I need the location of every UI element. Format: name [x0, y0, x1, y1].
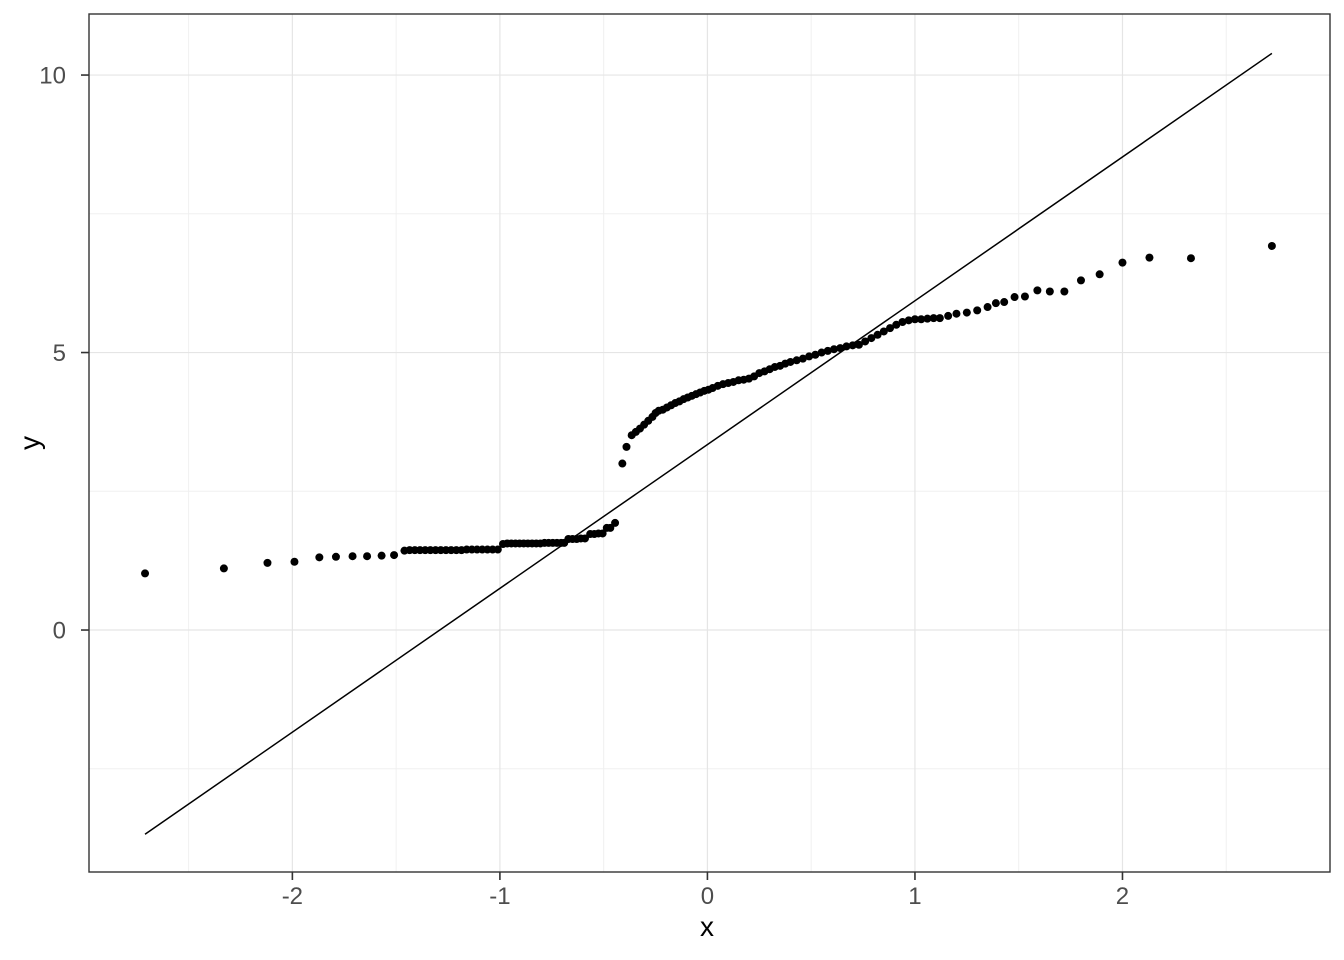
qq-point — [973, 306, 982, 315]
reference-line — [144, 52, 1273, 835]
qq-point — [331, 552, 340, 561]
x-axis-tick-label: 1 — [908, 883, 921, 910]
qq-point — [390, 551, 399, 560]
x-axis-tick-label: 2 — [1116, 883, 1129, 910]
qq-point — [842, 342, 851, 351]
qq-point — [263, 558, 272, 567]
qq-point — [830, 345, 839, 354]
qq-point — [1010, 293, 1019, 302]
qq-point — [598, 529, 607, 538]
qq-point — [923, 314, 932, 323]
qq-point — [1060, 287, 1069, 296]
qq-point — [786, 357, 795, 366]
qq-point — [792, 356, 801, 365]
qq-point — [1033, 286, 1042, 295]
qq-point — [1095, 270, 1104, 279]
qq-point — [141, 569, 150, 578]
qq-point — [1186, 254, 1195, 263]
qq-point — [493, 545, 502, 554]
y-axis-tick-label: 5 — [53, 340, 66, 367]
qq-point — [854, 340, 863, 349]
x-axis-title: x — [700, 911, 714, 942]
qq-point — [935, 314, 944, 323]
qq-point — [910, 315, 919, 324]
qq-point — [886, 324, 895, 333]
qq-point — [904, 316, 913, 325]
qq-point — [836, 344, 845, 353]
qq-point — [817, 348, 826, 357]
qq-point — [823, 346, 832, 355]
qq-point — [611, 518, 620, 527]
qq-point — [348, 552, 357, 561]
y-axis-title: y — [14, 436, 45, 450]
panel-border — [88, 13, 1331, 873]
qq-point — [1076, 276, 1085, 285]
qq-point — [1118, 258, 1127, 267]
qq-point — [892, 320, 901, 329]
qq-point — [898, 318, 907, 327]
qq-point — [1267, 241, 1276, 250]
qq-point — [315, 553, 324, 562]
qq-point — [861, 337, 870, 346]
qq-point — [929, 314, 938, 323]
qq-point — [1000, 298, 1009, 307]
x-axis-tick-label: 0 — [701, 883, 714, 910]
qq-point — [805, 352, 814, 361]
qq-point — [219, 564, 228, 573]
qq-point — [622, 442, 631, 451]
qq-point — [1045, 287, 1054, 296]
qq-point — [944, 311, 953, 320]
qq-point — [363, 552, 372, 561]
qq-point — [798, 354, 807, 363]
qq-point — [952, 309, 961, 318]
qq-point — [290, 557, 299, 566]
qq-point — [618, 459, 627, 468]
qq-point — [377, 551, 386, 560]
qq-point — [606, 523, 615, 532]
qq-point — [917, 315, 926, 324]
x-axis-tick-label: -2 — [282, 883, 303, 910]
x-axis-tick-label: -1 — [489, 883, 510, 910]
qq-point — [879, 327, 888, 336]
qq-point — [1020, 292, 1029, 301]
qq-point — [962, 308, 971, 317]
qq-point — [991, 299, 1000, 308]
y-axis-tick-label: 10 — [39, 63, 66, 90]
qq-point — [580, 534, 589, 543]
qq-point — [848, 341, 857, 350]
qq-point — [1145, 253, 1154, 262]
qq-point — [983, 303, 992, 312]
qq-point — [867, 334, 876, 343]
qq-point — [811, 350, 820, 359]
qq-point — [873, 330, 882, 339]
y-axis-tick-label: 0 — [53, 618, 66, 645]
